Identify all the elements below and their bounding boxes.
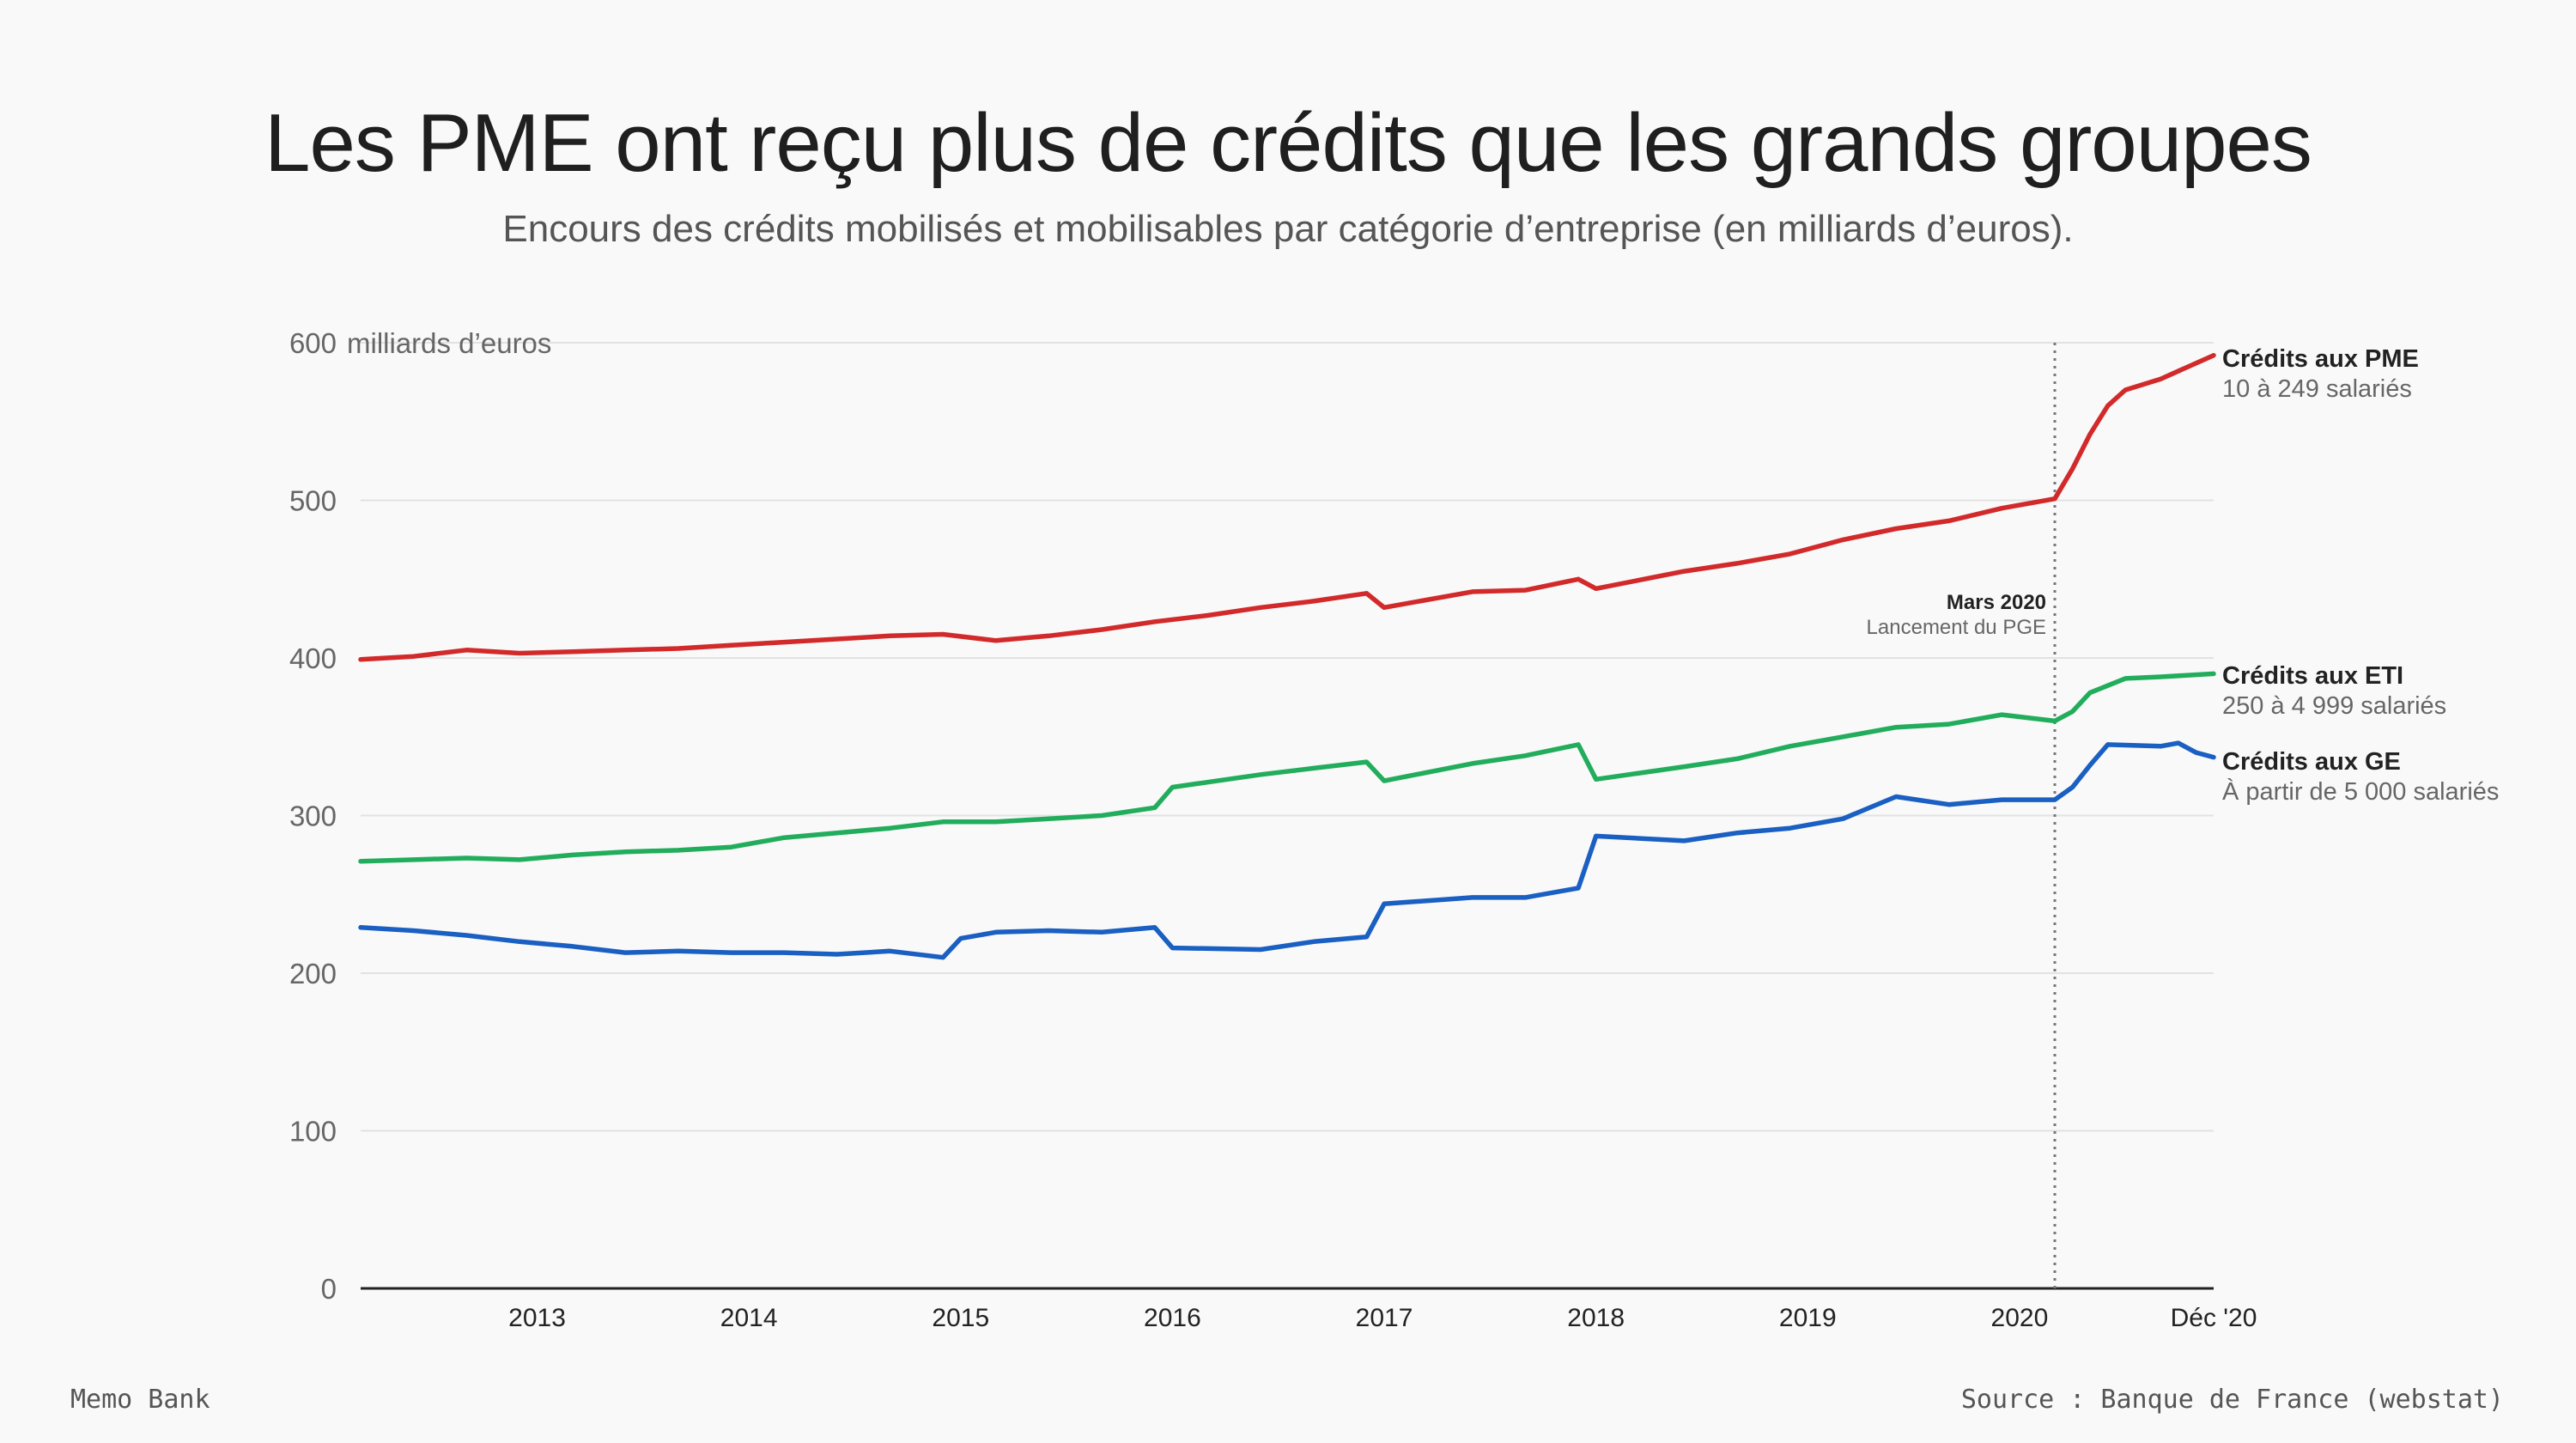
x-tick-label: Déc '20 <box>2171 1304 2257 1332</box>
source-label: Source : Banque de France (webstat) <box>1960 1385 2504 1415</box>
y-tick-label: 100 <box>289 1116 337 1148</box>
annotation-subtitle: Lancement du PGE <box>1867 616 2046 639</box>
y-tick-label: 600 <box>289 327 337 359</box>
series-line-2 <box>358 740 2216 960</box>
x-tick-label: 2019 <box>1779 1304 1837 1332</box>
series-name-label: Crédits aux GE <box>2222 748 2401 776</box>
y-tick-label: 500 <box>289 485 337 517</box>
line-chart: 0 100 200 300 400 500 600 milliards d’euros 20… <box>289 327 2499 1332</box>
y-tick-label: 400 <box>289 642 337 674</box>
x-tick-label: 2013 <box>508 1304 566 1332</box>
series-name-label: Crédits aux ETI <box>2222 662 2403 690</box>
annotation-title: Mars 2020 <box>1947 591 2046 614</box>
y-tick-label: 300 <box>289 801 337 832</box>
x-tick-label: 2015 <box>932 1304 989 1332</box>
series-subtitle-label: À partir de 5 000 salariés <box>2222 777 2499 806</box>
x-tick-label: 2014 <box>720 1304 778 1332</box>
series-line-1 <box>358 671 2216 864</box>
y-axis-ticks: 0 100 200 300 400 500 600 <box>289 327 337 1305</box>
brand-label: Memo Bank <box>70 1385 210 1415</box>
x-tick-label: 2017 <box>1356 1304 1413 1332</box>
chart-subtitle: Encours des crédits mobilisés et mobilis… <box>502 208 2074 250</box>
series-line-0 <box>358 352 2216 662</box>
gridlines <box>361 342 2214 1132</box>
y-tick-label: 200 <box>289 958 337 989</box>
x-axis-ticks: 2013 2014 2015 2016 2017 2018 2019 2020 Déc '20 <box>508 1304 2257 1332</box>
series-subtitle-label: 10 à 249 salariés <box>2222 375 2412 403</box>
x-tick-label: 2020 <box>1991 1304 2049 1332</box>
x-tick-label: 2016 <box>1144 1304 1201 1332</box>
pge-annotation: Mars 2020 Lancement du PGE <box>1867 343 2057 1288</box>
series-lines <box>358 352 2216 960</box>
x-tick-label: 2018 <box>1567 1304 1625 1332</box>
series-subtitle-label: 250 à 4 999 salariés <box>2222 692 2446 720</box>
y-tick-label: 0 <box>321 1273 337 1305</box>
chart-title: Les PME ont reçu plus de crédits que les… <box>264 97 2312 189</box>
y-axis-unit-label: milliards d’euros <box>347 327 551 359</box>
series-name-label: Crédits aux PME <box>2222 345 2419 373</box>
